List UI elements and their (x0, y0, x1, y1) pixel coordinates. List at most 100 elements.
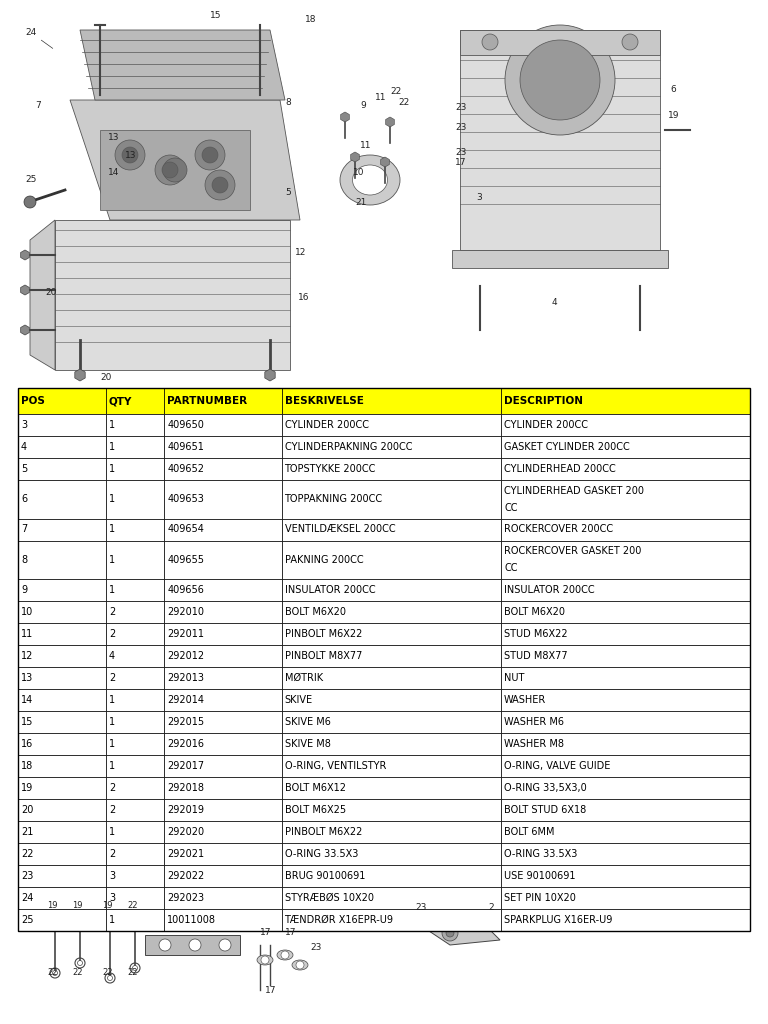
Bar (501, 821, 750, 843)
Bar (501, 541, 750, 579)
Text: O-RING 33.5X3: O-RING 33.5X3 (504, 849, 578, 859)
Text: 16: 16 (21, 739, 33, 749)
Bar (106, 579, 164, 601)
Bar (164, 777, 282, 799)
Bar (164, 388, 282, 414)
Bar (501, 579, 750, 601)
Text: ROCKERCOVER 200CC: ROCKERCOVER 200CC (504, 524, 613, 535)
Text: 3: 3 (109, 893, 115, 903)
Bar (18, 865, 106, 887)
Text: 13: 13 (125, 151, 137, 160)
Bar (164, 887, 282, 909)
Text: TÆNDRØR X16EPR-U9: TÆNDRØR X16EPR-U9 (284, 915, 393, 925)
Text: 2: 2 (109, 805, 115, 815)
Bar (501, 777, 750, 799)
Bar (164, 865, 282, 887)
Text: 8: 8 (285, 98, 291, 106)
Text: GASKET CYLINDER 200CC: GASKET CYLINDER 200CC (504, 442, 630, 452)
Text: 24: 24 (25, 28, 53, 48)
Bar (106, 865, 164, 887)
Bar (501, 843, 750, 865)
Bar (501, 909, 750, 931)
Text: 5: 5 (285, 188, 291, 197)
Text: SKIVE M8: SKIVE M8 (284, 739, 330, 749)
Text: 18: 18 (305, 15, 316, 24)
Bar (501, 865, 750, 887)
Text: 292017: 292017 (167, 761, 204, 771)
Text: 1: 1 (109, 695, 115, 705)
Text: BRUG 90100691: BRUG 90100691 (284, 871, 365, 881)
Text: 19: 19 (47, 901, 58, 910)
Bar (18, 414, 106, 436)
Text: 16: 16 (298, 293, 310, 302)
Circle shape (622, 34, 638, 50)
Text: 11: 11 (21, 629, 33, 639)
Text: 22: 22 (398, 98, 409, 106)
Bar (501, 887, 750, 909)
Bar (106, 388, 164, 414)
Text: 292022: 292022 (167, 871, 204, 881)
Bar (164, 645, 282, 667)
Bar (501, 711, 750, 733)
Text: 3: 3 (21, 420, 27, 430)
Text: 12: 12 (21, 651, 33, 662)
Text: 10: 10 (21, 607, 33, 617)
Circle shape (202, 147, 218, 163)
Bar (460, 30, 660, 250)
Text: 22: 22 (127, 968, 137, 977)
Text: VENTILDÆKSEL 200CC: VENTILDÆKSEL 200CC (284, 524, 396, 535)
Text: 8: 8 (21, 555, 27, 565)
Bar (106, 689, 164, 711)
Bar (282, 909, 501, 931)
Text: CC: CC (504, 503, 518, 513)
Text: 24: 24 (21, 893, 33, 903)
Text: 2: 2 (109, 629, 115, 639)
Bar (282, 711, 501, 733)
Bar (164, 541, 282, 579)
Bar (106, 458, 164, 480)
Text: PARTNUMBER: PARTNUMBER (167, 396, 247, 406)
Text: BOLT M6X12: BOLT M6X12 (284, 783, 346, 793)
Bar (18, 777, 106, 799)
Text: 20: 20 (100, 373, 111, 382)
Bar (106, 667, 164, 689)
Bar (501, 601, 750, 623)
Text: 292012: 292012 (167, 651, 204, 662)
Text: STUD M8X77: STUD M8X77 (504, 651, 568, 662)
Ellipse shape (340, 155, 400, 205)
Text: INSULATOR 200CC: INSULATOR 200CC (504, 585, 594, 595)
Bar (164, 689, 282, 711)
Bar (164, 579, 282, 601)
Bar (18, 799, 106, 821)
Text: NUT: NUT (504, 673, 525, 683)
Text: 292014: 292014 (167, 695, 204, 705)
Bar (18, 601, 106, 623)
Circle shape (195, 140, 225, 170)
Circle shape (520, 40, 600, 120)
Bar (164, 755, 282, 777)
Text: INSULATOR 200CC: INSULATOR 200CC (284, 585, 375, 595)
Circle shape (162, 162, 178, 178)
Text: PINBOLT M6X22: PINBOLT M6X22 (284, 629, 362, 639)
Text: CYLINDERHEAD GASKET 200: CYLINDERHEAD GASKET 200 (504, 485, 644, 496)
Text: WASHER M6: WASHER M6 (504, 717, 564, 727)
Text: TOPSTYKKE 200CC: TOPSTYKKE 200CC (284, 464, 376, 474)
Text: 3: 3 (109, 871, 115, 881)
Text: ROCKERCOVER GASKET 200: ROCKERCOVER GASKET 200 (504, 546, 641, 556)
Text: USE 90100691: USE 90100691 (504, 871, 576, 881)
Bar (282, 480, 501, 518)
Bar (106, 711, 164, 733)
Text: 7: 7 (21, 524, 27, 535)
Bar (452, 250, 668, 268)
Text: 22: 22 (47, 968, 58, 977)
Text: CYLINDERHEAD 200CC: CYLINDERHEAD 200CC (504, 464, 616, 474)
Bar (282, 458, 501, 480)
Bar (18, 645, 106, 667)
Text: MØTRIK: MØTRIK (284, 673, 323, 683)
Bar (501, 799, 750, 821)
Text: 19: 19 (668, 111, 680, 120)
Bar (164, 821, 282, 843)
Text: 2: 2 (109, 783, 115, 793)
Text: PINBOLT M6X22: PINBOLT M6X22 (284, 827, 362, 837)
Ellipse shape (257, 955, 273, 965)
